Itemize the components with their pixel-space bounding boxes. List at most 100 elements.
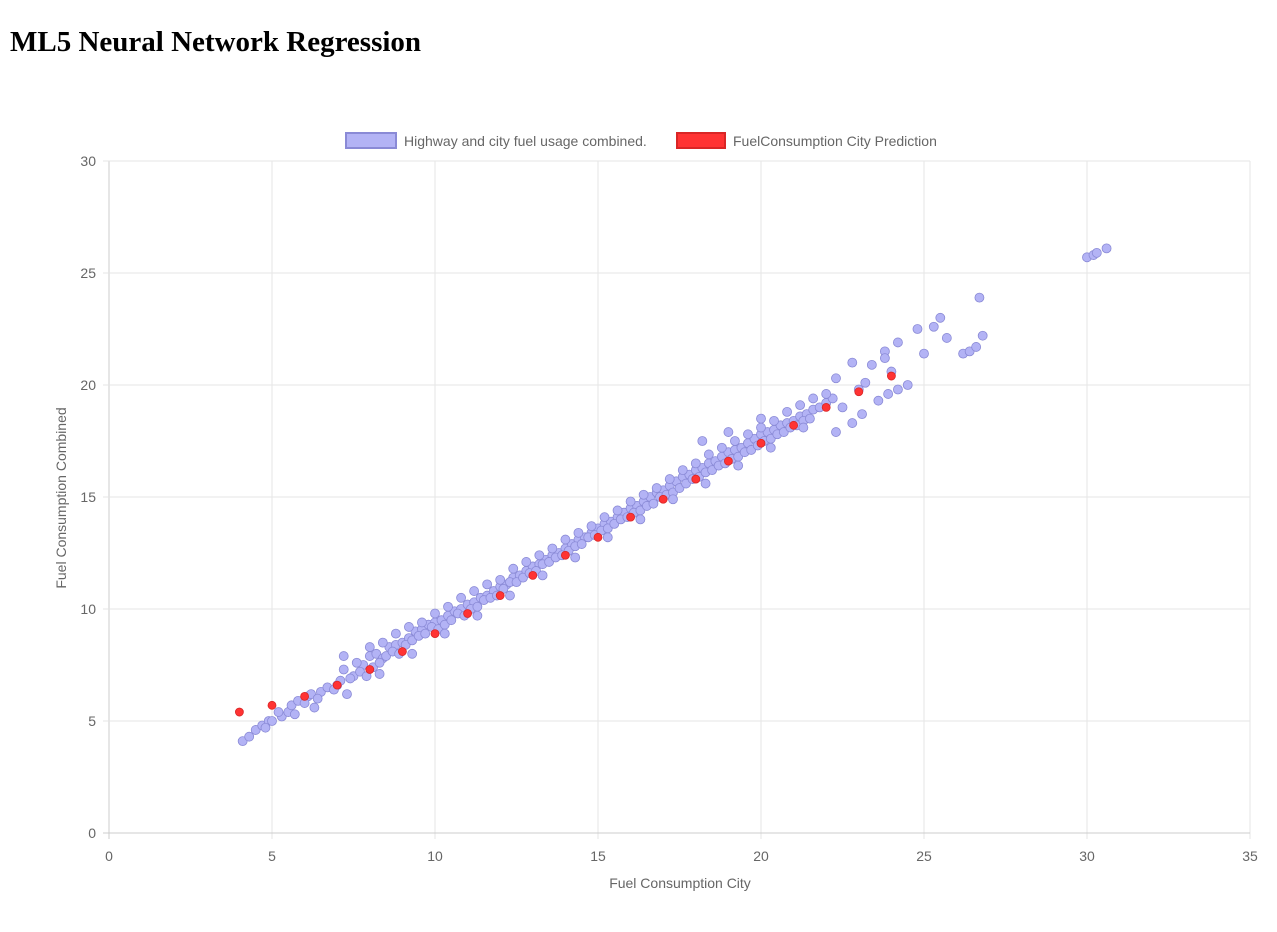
prediction-point[interactable] <box>658 494 668 504</box>
data-point[interactable] <box>935 312 946 323</box>
data-point[interactable] <box>847 418 858 428</box>
data-point[interactable] <box>309 702 320 713</box>
data-point[interactable] <box>570 552 581 563</box>
data-point[interactable] <box>971 342 982 352</box>
data-point[interactable] <box>651 483 662 493</box>
data-point[interactable] <box>345 673 356 684</box>
data-point[interactable] <box>765 442 776 453</box>
legend-item-prediction[interactable]: FuelConsumption City Prediction <box>676 132 937 149</box>
data-point[interactable] <box>700 478 711 489</box>
prediction-point[interactable] <box>300 691 310 701</box>
data-point[interactable] <box>782 406 792 417</box>
data-point[interactable] <box>866 359 877 370</box>
data-point[interactable] <box>364 642 375 652</box>
prediction-point[interactable] <box>365 665 375 674</box>
data-point[interactable] <box>374 657 385 668</box>
prediction-point[interactable] <box>332 680 342 690</box>
data-point[interactable] <box>456 592 466 603</box>
prediction-point[interactable] <box>724 456 733 466</box>
data-point[interactable] <box>602 532 613 543</box>
data-point[interactable] <box>941 333 952 343</box>
data-point[interactable] <box>928 321 939 332</box>
data-point[interactable] <box>668 494 678 505</box>
data-point[interactable] <box>805 413 815 424</box>
data-point[interactable] <box>912 324 923 334</box>
data-point[interactable] <box>879 353 890 364</box>
data-point[interactable] <box>586 521 597 532</box>
data-point[interactable] <box>417 617 427 628</box>
data-point[interactable] <box>374 669 385 679</box>
data-point[interactable] <box>576 539 587 549</box>
data-point[interactable] <box>289 709 300 720</box>
data-point[interactable] <box>716 442 727 453</box>
data-point[interactable] <box>267 716 277 726</box>
data-point[interactable] <box>883 389 894 399</box>
data-point[interactable] <box>690 458 701 469</box>
data-point[interactable] <box>625 496 636 507</box>
prediction-point[interactable] <box>430 629 440 639</box>
data-point[interactable] <box>795 400 806 411</box>
data-point[interactable] <box>648 498 659 509</box>
data-point[interactable] <box>860 377 871 388</box>
data-point[interactable] <box>537 570 548 581</box>
data-point[interactable] <box>273 707 284 717</box>
data-point[interactable] <box>756 413 766 424</box>
data-point[interactable] <box>638 489 649 500</box>
prediction-point[interactable] <box>561 550 570 560</box>
prediction-point[interactable] <box>626 512 635 522</box>
data-point[interactable] <box>873 395 884 406</box>
data-point[interactable] <box>831 427 841 437</box>
prediction-point[interactable] <box>854 387 864 397</box>
data-point[interactable] <box>439 628 450 639</box>
data-point[interactable] <box>730 436 740 446</box>
data-point[interactable] <box>446 615 457 626</box>
data-point[interactable] <box>495 574 506 585</box>
data-point[interactable] <box>808 393 819 404</box>
prediction-point[interactable] <box>267 700 277 710</box>
data-point[interactable] <box>612 505 623 516</box>
data-point[interactable] <box>919 348 929 359</box>
data-point[interactable] <box>1091 247 1102 258</box>
data-point[interactable] <box>847 357 858 368</box>
legend-item-data[interactable]: Highway and city fuel usage combined. <box>345 132 647 149</box>
data-point[interactable] <box>635 514 646 525</box>
data-point[interactable] <box>831 373 841 384</box>
data-point[interactable] <box>469 586 480 596</box>
data-point[interactable] <box>377 637 388 648</box>
data-point[interactable] <box>472 601 483 612</box>
data-point[interactable] <box>472 610 483 621</box>
data-point[interactable] <box>338 664 349 675</box>
data-point[interactable] <box>404 622 414 632</box>
data-point[interactable] <box>521 557 532 567</box>
prediction-point[interactable] <box>821 402 831 412</box>
data-point[interactable] <box>508 563 519 574</box>
data-point[interactable] <box>573 527 584 538</box>
prediction-point[interactable] <box>528 571 538 580</box>
data-point[interactable] <box>837 402 848 413</box>
data-point[interactable] <box>677 465 688 476</box>
prediction-point[interactable] <box>756 438 766 448</box>
prediction-point[interactable] <box>789 420 798 430</box>
data-point[interactable] <box>338 651 349 661</box>
prediction-point[interactable] <box>463 609 473 618</box>
prediction-point[interactable] <box>593 532 603 542</box>
data-point[interactable] <box>821 389 832 399</box>
data-point[interactable] <box>482 579 493 590</box>
data-point[interactable] <box>244 731 255 742</box>
data-point[interactable] <box>390 628 401 639</box>
data-point[interactable] <box>351 657 362 668</box>
prediction-point[interactable] <box>234 707 244 717</box>
data-point[interactable] <box>505 590 515 601</box>
prediction-point[interactable] <box>691 474 701 484</box>
data-point[interactable] <box>407 648 418 659</box>
data-point[interactable] <box>756 422 766 433</box>
data-point[interactable] <box>743 429 753 440</box>
data-point[interactable] <box>430 608 440 619</box>
prediction-point[interactable] <box>887 371 896 381</box>
data-point[interactable] <box>798 422 809 433</box>
prediction-point[interactable] <box>397 647 407 656</box>
data-point[interactable] <box>857 409 867 420</box>
data-point[interactable] <box>534 550 545 561</box>
data-point[interactable] <box>312 693 323 704</box>
data-point[interactable] <box>547 543 558 554</box>
